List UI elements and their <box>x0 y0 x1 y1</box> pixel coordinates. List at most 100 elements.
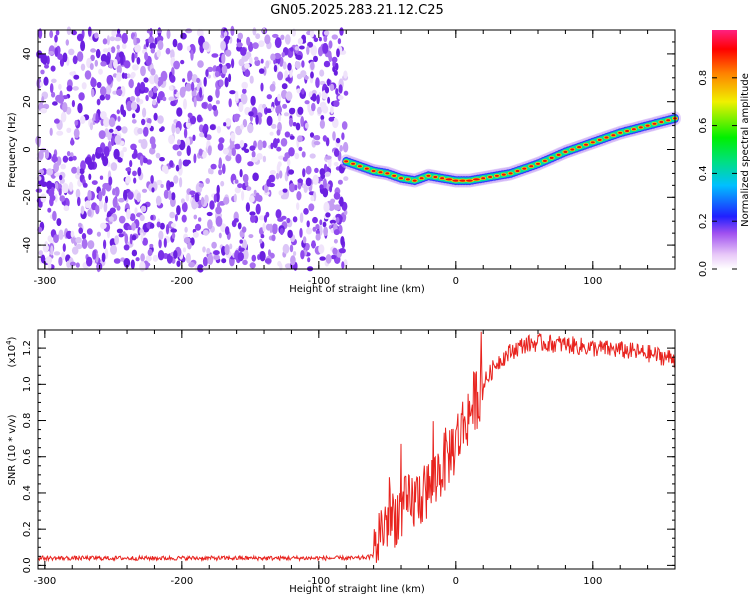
noise-blob <box>276 146 282 152</box>
noise-blob <box>242 88 247 94</box>
noise-blob <box>80 40 86 52</box>
noise-blob <box>280 194 288 200</box>
snr-panel: -300 -200 -100 0 100 0.0 0.2 0.4 0.6 0.8 1.0 1.2 He… <box>5 329 676 595</box>
y-tick-label: 20 <box>22 95 33 108</box>
noise-blob <box>252 42 259 49</box>
noise-blob <box>304 75 309 80</box>
colorbar: 0.0 0.2 0.4 0.6 0.8 Normalized spectral ampl… <box>698 30 750 277</box>
noise-blob <box>258 215 266 221</box>
noise-blob <box>335 137 341 144</box>
noise-blob <box>269 223 273 234</box>
noise-blob <box>271 223 278 235</box>
noise-blob <box>76 51 84 62</box>
noise-blob <box>319 184 324 190</box>
noise-blob <box>272 138 278 149</box>
noise-blob <box>341 121 348 130</box>
noise-blob <box>239 239 243 244</box>
noise-blob <box>237 251 244 262</box>
noise-blob <box>151 142 157 149</box>
noise-blob <box>116 65 122 75</box>
noise-blob <box>181 201 188 213</box>
noise-blob <box>306 220 310 228</box>
noise-blob <box>281 83 288 90</box>
noise-blob <box>87 240 95 250</box>
noise-blob <box>285 91 293 101</box>
noise-blob <box>80 205 85 215</box>
x-tick-label: 100 <box>583 576 602 587</box>
noise-blob <box>160 126 165 132</box>
noise-blob <box>146 118 152 124</box>
noise-blob <box>296 191 302 201</box>
noise-blob <box>96 231 101 237</box>
noise-blob <box>205 69 209 78</box>
noise-blob <box>229 243 233 250</box>
noise-blob <box>329 83 335 92</box>
noise-blob <box>132 170 137 177</box>
noise-blob <box>322 135 328 142</box>
noise-blob <box>49 127 53 136</box>
noise-blob <box>233 143 241 150</box>
noise-blob <box>339 196 344 207</box>
ridge-peak <box>542 159 547 162</box>
noise-blob <box>105 85 112 95</box>
ridge-peak <box>611 134 616 137</box>
noise-blob <box>331 254 337 260</box>
noise-blob <box>294 46 299 51</box>
noise-blob <box>75 262 80 268</box>
noise-blob <box>332 247 338 255</box>
noise-blob <box>95 204 100 215</box>
ridge-peak <box>501 173 506 176</box>
noise-blob <box>215 216 223 227</box>
noise-blob <box>42 54 48 65</box>
ridge-peak <box>515 169 520 173</box>
noise-blob <box>230 132 236 142</box>
noise-blob <box>94 32 99 39</box>
noise-blob <box>115 125 122 132</box>
noise-blob <box>248 195 255 203</box>
noise-blob <box>139 81 146 91</box>
noise-blob <box>240 124 244 130</box>
noise-blob <box>207 145 212 156</box>
noise-blob <box>61 183 69 194</box>
noise-blob <box>197 60 204 68</box>
noise-blob <box>257 116 262 125</box>
noise-blob <box>116 44 120 50</box>
ridge-peak <box>405 178 410 181</box>
noise-blob <box>217 142 224 151</box>
noise-blob <box>220 40 227 51</box>
noise-blob <box>196 77 201 84</box>
noise-blob <box>51 78 57 84</box>
colorbar-gradient <box>712 30 737 269</box>
noise-blob <box>58 83 62 90</box>
ridge-peak <box>508 172 513 175</box>
noise-blob <box>140 253 145 262</box>
noise-blob <box>131 249 138 257</box>
x-tick-label: 0 <box>453 276 459 287</box>
noise-blob <box>144 52 149 61</box>
noise-blob <box>116 72 122 82</box>
noise-blob <box>212 104 217 111</box>
noise-blob <box>251 150 256 158</box>
noise-blob <box>38 150 44 160</box>
noise-blob <box>54 172 61 177</box>
ridge-peak <box>440 177 445 180</box>
noise-blob <box>142 107 147 118</box>
noise-blob <box>158 238 162 249</box>
noise-blob <box>203 76 207 87</box>
noise-blob <box>149 222 155 229</box>
noise-blob <box>213 250 220 256</box>
noise-blob <box>187 112 193 119</box>
noise-blob <box>133 148 138 159</box>
noise-blob <box>80 160 86 171</box>
noise-blob <box>286 217 291 224</box>
noise-blob <box>278 190 284 196</box>
noise-blob <box>192 134 196 141</box>
noise-blob <box>241 190 245 201</box>
noise-blob <box>66 85 73 92</box>
noise-blob <box>123 244 130 251</box>
noise-blob <box>136 192 141 203</box>
colorbar-tick-label: 0.6 <box>698 118 709 134</box>
noise-blob <box>40 108 47 114</box>
noise-blob <box>319 225 323 236</box>
noise-blob <box>51 91 56 98</box>
